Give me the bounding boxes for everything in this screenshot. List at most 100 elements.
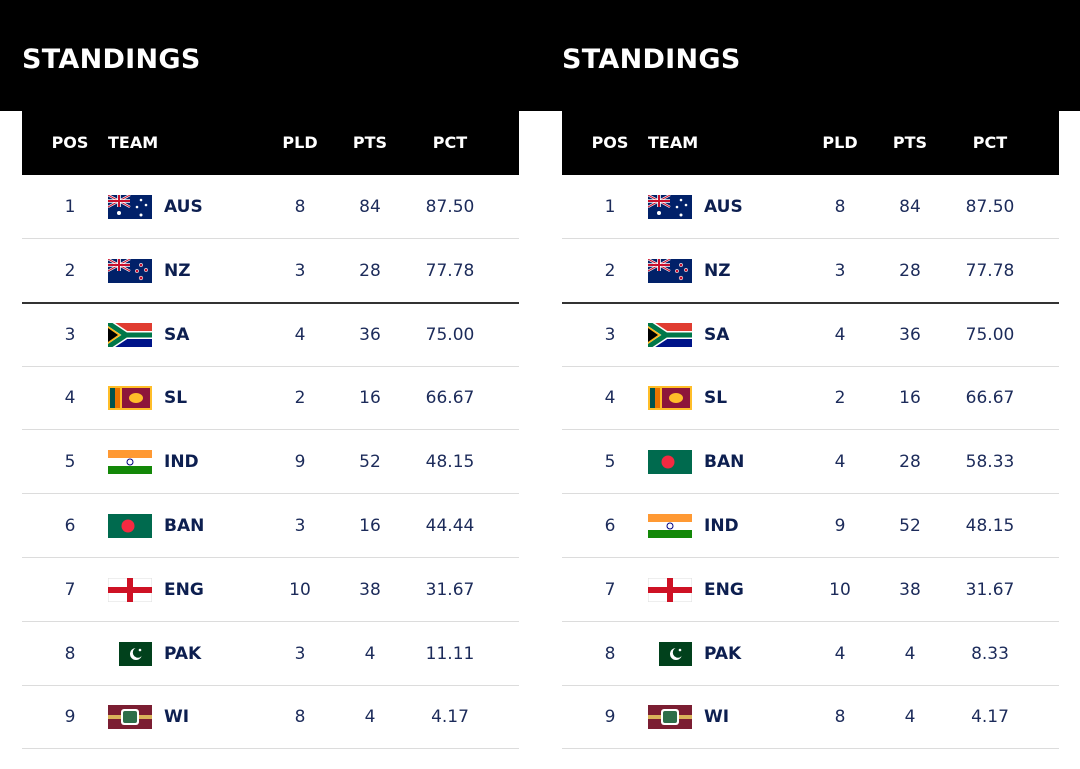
cell: 52 bbox=[899, 516, 921, 536]
team-name: BAN bbox=[164, 516, 205, 536]
table-row: 2 NZ 3 28 77.78 bbox=[562, 239, 1059, 304]
panel-title: STANDINGS bbox=[562, 44, 741, 75]
cell: 58.33 bbox=[965, 452, 1015, 473]
table-row: 1 AUS 8 84 87.50 bbox=[562, 175, 1059, 239]
header-band bbox=[0, 0, 1080, 111]
cell: 8 bbox=[834, 707, 846, 728]
team-flag bbox=[648, 641, 692, 666]
team-flag bbox=[108, 386, 152, 411]
table-row: 5 IND 9 52 48.15 bbox=[22, 430, 519, 495]
cell: 75.00 bbox=[965, 324, 1015, 345]
table-row: 2 NZ 3 28 77.78 bbox=[22, 239, 519, 304]
table-row: 5 BAN 4 28 58.33 bbox=[562, 430, 1059, 495]
cell: 11.11 bbox=[425, 643, 475, 664]
cell: 38 bbox=[359, 579, 381, 600]
team-name: NZ bbox=[704, 260, 731, 281]
cell: 2 bbox=[834, 388, 846, 409]
column-header: POS bbox=[51, 133, 89, 152]
team-name: IND bbox=[164, 452, 199, 473]
cell: 6 bbox=[64, 516, 76, 536]
team-name: SL bbox=[164, 388, 188, 409]
cell: 4 bbox=[834, 324, 846, 345]
standings-panel: STANDINGS POS TEAM PLD PTS PCT 1 AUS 8 84 87.50 2 NZ… bbox=[562, 0, 1059, 769]
cell: 4 bbox=[604, 388, 616, 409]
cell: 38 bbox=[899, 579, 921, 600]
table-row: 6 IND 9 52 48.15 bbox=[562, 494, 1059, 558]
cell: 66.67 bbox=[965, 388, 1015, 409]
cell: 31.67 bbox=[965, 579, 1015, 600]
cell: 16 bbox=[359, 516, 381, 536]
cell: 16 bbox=[899, 388, 921, 409]
cell: 4 bbox=[364, 643, 376, 664]
cell: 84 bbox=[359, 197, 381, 217]
cell: 9 bbox=[294, 452, 306, 473]
cell: 77.78 bbox=[425, 260, 475, 281]
cell: 16 bbox=[359, 388, 381, 409]
cell: 52 bbox=[359, 452, 381, 473]
cell: 3 bbox=[64, 324, 76, 345]
column-header: PTS bbox=[892, 133, 928, 152]
cell: 87.50 bbox=[965, 197, 1015, 217]
table-row: 4 SL 2 16 66.67 bbox=[22, 366, 519, 431]
team-flag bbox=[648, 577, 692, 602]
team-flag bbox=[108, 641, 152, 666]
cell: 28 bbox=[359, 260, 381, 281]
column-header: POS bbox=[591, 133, 629, 152]
cell: 4.17 bbox=[971, 707, 1009, 728]
team-name: AUS bbox=[704, 197, 743, 217]
cell: 28 bbox=[899, 452, 921, 473]
team-name: WI bbox=[164, 707, 190, 728]
team-flag bbox=[648, 514, 692, 538]
cell: 1 bbox=[64, 197, 76, 217]
column-header: TEAM bbox=[108, 133, 159, 152]
cell: 8 bbox=[294, 707, 306, 728]
cell: 8 bbox=[834, 197, 846, 217]
cell: 44.44 bbox=[425, 516, 475, 536]
cell: 36 bbox=[899, 324, 921, 345]
team-name: WI bbox=[704, 707, 730, 728]
cell: 8 bbox=[604, 643, 616, 664]
team-name: SA bbox=[164, 324, 190, 345]
team-flag bbox=[108, 322, 152, 347]
table-row: 7 ENG 10 38 31.67 bbox=[22, 558, 519, 622]
cell: 84 bbox=[899, 197, 921, 217]
cell: 4 bbox=[64, 388, 76, 409]
cell: 4.17 bbox=[431, 707, 469, 728]
table-row: 8 PAK 3 4 11.11 bbox=[22, 622, 519, 686]
cell: 36 bbox=[359, 324, 381, 345]
cell: 48.15 bbox=[965, 516, 1015, 536]
cell: 28 bbox=[899, 260, 921, 281]
cell: 1 bbox=[604, 197, 616, 217]
team-name: SL bbox=[704, 388, 728, 409]
column-header: PCT bbox=[432, 133, 468, 152]
cell: 8 bbox=[64, 643, 76, 664]
cell: 9 bbox=[834, 516, 846, 536]
team-name: IND bbox=[704, 516, 739, 536]
team-name: ENG bbox=[704, 579, 744, 600]
cell: 77.78 bbox=[965, 260, 1015, 281]
cell: 4 bbox=[834, 643, 846, 664]
team-flag bbox=[108, 705, 152, 730]
cell: 9 bbox=[604, 707, 616, 728]
cell: 5 bbox=[604, 452, 616, 473]
table-row: 7 ENG 10 38 31.67 bbox=[562, 558, 1059, 622]
team-name: NZ bbox=[164, 260, 191, 281]
team-flag bbox=[108, 258, 152, 283]
cell: 7 bbox=[604, 579, 616, 600]
team-name: PAK bbox=[164, 643, 202, 664]
cell: 31.67 bbox=[425, 579, 475, 600]
cell: 3 bbox=[604, 324, 616, 345]
column-header: TEAM bbox=[648, 133, 699, 152]
cell: 3 bbox=[294, 260, 306, 281]
cell: 6 bbox=[604, 516, 616, 536]
column-header: PTS bbox=[352, 133, 388, 152]
column-header: PLD bbox=[282, 133, 318, 152]
team-name: SA bbox=[704, 324, 730, 345]
cell: 2 bbox=[604, 260, 616, 281]
cell: 4 bbox=[904, 707, 916, 728]
team-flag bbox=[108, 450, 152, 475]
team-flag bbox=[648, 195, 692, 219]
cell: 10 bbox=[289, 579, 311, 600]
team-name: AUS bbox=[164, 197, 203, 217]
